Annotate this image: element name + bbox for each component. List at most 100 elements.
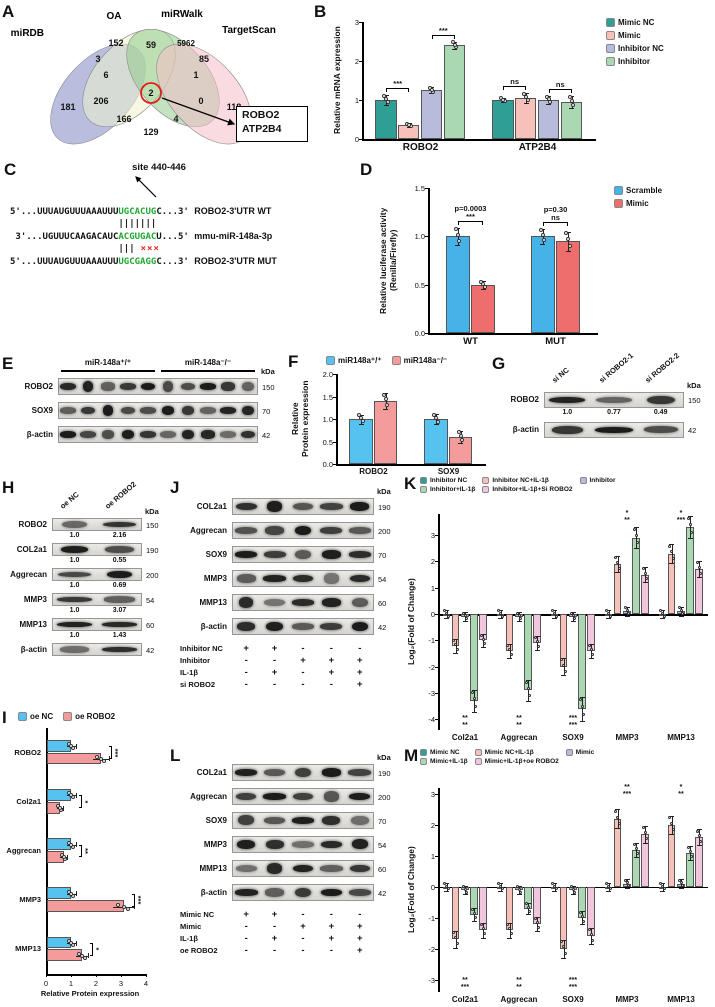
- y-tick: [435, 666, 438, 668]
- error-cap: [696, 577, 702, 579]
- bar: [524, 614, 532, 691]
- legend-swatch: [420, 476, 427, 484]
- error-cap: [498, 618, 504, 620]
- band-value: 0.49: [653, 409, 668, 416]
- y-tick: [425, 236, 428, 238]
- error-bar: [699, 829, 701, 846]
- error-cap: [660, 609, 666, 611]
- data-point: [591, 938, 595, 942]
- data-point: [617, 566, 621, 570]
- sig-bracket: [79, 795, 82, 809]
- error-cap: [383, 104, 389, 106]
- venn-callout-box: ROBO2 ATP2B4: [236, 106, 308, 142]
- error-bar: [455, 931, 457, 948]
- y-tick-label: -4: [428, 715, 435, 725]
- condition-mark: -: [244, 655, 248, 666]
- blot-band: [265, 526, 284, 535]
- error-cap: [75, 891, 77, 897]
- legend-label: Inhibitor NC: [430, 476, 468, 484]
- kda-value: 150: [262, 382, 275, 392]
- lane-label: si NC: [550, 365, 571, 385]
- data-point: [383, 397, 388, 402]
- error-cap: [565, 231, 571, 233]
- bar: [530, 236, 555, 333]
- data-point: [385, 100, 390, 105]
- legend-swatch: [606, 44, 615, 53]
- data-point: [681, 612, 684, 616]
- sig-label: ***: [438, 25, 448, 35]
- data-point: [535, 640, 539, 644]
- condition-mark: -: [329, 945, 333, 956]
- error-cap: [523, 93, 529, 95]
- blot-band: [322, 598, 341, 607]
- kda-value: 54: [378, 574, 387, 584]
- data-point: [643, 571, 647, 575]
- x-tick: [121, 974, 122, 977]
- blot-row-label: β-actin: [200, 621, 227, 631]
- blot-group-label: miR-148a⁻/⁻: [184, 358, 232, 367]
- blot-row-label: MMP3: [203, 839, 227, 849]
- sig-bracket: [79, 844, 82, 858]
- legend-label: oe NC: [30, 712, 54, 721]
- error-cap: [480, 288, 486, 290]
- bar: [641, 834, 649, 887]
- data-point: [662, 887, 666, 891]
- kda-value: 54: [378, 840, 387, 850]
- sequence-alignment: 5'...UUUAUGUUUAAAUUUUGCACUGC...3' ROBO2-…: [10, 204, 277, 269]
- condition-label: si ROBO2: [180, 680, 216, 689]
- kda-value: 60: [378, 598, 387, 608]
- bar: [445, 236, 470, 333]
- data-point: [671, 556, 675, 560]
- y-tick-label: 3: [354, 18, 359, 27]
- data-point: [479, 922, 483, 926]
- data-point: [470, 908, 474, 912]
- data-point: [102, 758, 107, 763]
- blot-band: [320, 623, 343, 630]
- data-point: [515, 611, 519, 615]
- kda-header: kDa: [687, 381, 701, 390]
- error-bar: [537, 916, 539, 932]
- error-bar: [699, 561, 701, 578]
- data-point: [671, 828, 675, 832]
- legend-item: Mimic: [606, 31, 664, 40]
- blot-band: [292, 574, 314, 583]
- sig-label: *: [679, 510, 683, 517]
- y-tick-label: -2: [428, 944, 435, 954]
- error-cap: [552, 609, 558, 611]
- error-cap: [546, 96, 552, 98]
- data-point: [580, 915, 584, 918]
- pairing-bars: |||||||: [118, 219, 157, 229]
- legend-swatch: [579, 476, 587, 484]
- kda-value: 200: [378, 526, 391, 536]
- protein-expression-bar-chart: 0.0 0.5 1.0 1.5 2.0 Relative Protein expressi…: [290, 366, 490, 478]
- venn-count-miRDB∩OA: 3: [95, 54, 100, 64]
- bar: [667, 825, 676, 887]
- data-point: [526, 686, 530, 690]
- condition-mark: -: [301, 933, 305, 944]
- data-point: [99, 756, 103, 761]
- kda-value: 42: [688, 426, 697, 435]
- sig-label: *: [625, 510, 629, 517]
- data-point: [481, 927, 485, 931]
- error-cap: [615, 828, 621, 830]
- error-cap: [507, 658, 513, 660]
- data-point: [670, 550, 674, 554]
- data-point: [457, 238, 462, 243]
- blot-band: [348, 769, 372, 776]
- error-cap: [453, 947, 459, 949]
- data-point: [508, 927, 512, 931]
- data-point: [116, 902, 121, 907]
- data-point: [535, 921, 539, 925]
- error-cap: [507, 643, 513, 645]
- error-cap: [525, 700, 531, 702]
- data-point: [80, 953, 85, 958]
- venn-count-TargetScan: 118: [227, 102, 242, 112]
- condition-mark: -: [301, 667, 305, 678]
- legend-label: Mimic NC+IL-1β: [484, 748, 534, 756]
- panel-i-protein-hbar-chart: I oe NC oe ROBO2 0 1 2 3 4 Relative Protein ex…: [2, 708, 170, 1006]
- bar: [515, 98, 537, 139]
- data-point: [515, 885, 519, 889]
- y-tick: [435, 948, 438, 950]
- panel-label-c: C: [4, 160, 17, 179]
- sig-label: **: [462, 722, 468, 729]
